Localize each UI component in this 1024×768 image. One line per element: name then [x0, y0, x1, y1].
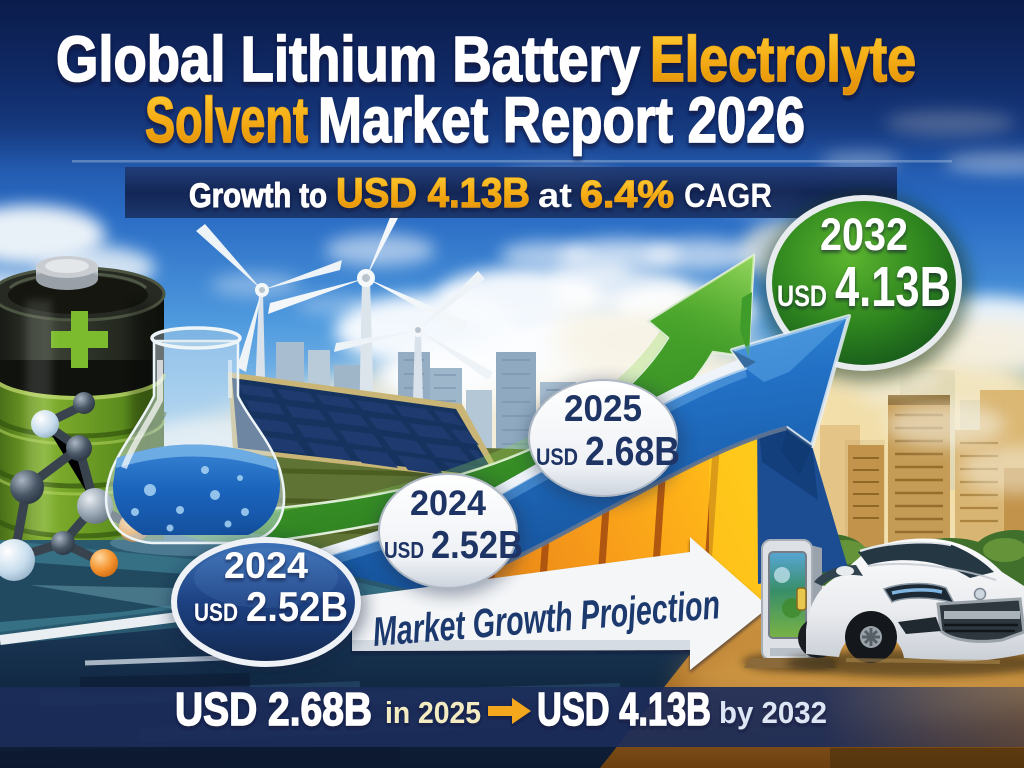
svg-text:in 2025: in 2025 [385, 695, 481, 730]
svg-text:USD 2.68B: USD 2.68B [175, 683, 372, 735]
svg-text:2024: 2024 [410, 484, 487, 523]
svg-text:USD: USD [384, 537, 424, 563]
svg-text:USD: USD [777, 280, 827, 313]
svg-text:CAGR: CAGR [684, 177, 772, 215]
svg-text:at: at [538, 177, 572, 215]
svg-text:Market Report 2026: Market Report 2026 [318, 84, 805, 156]
svg-text:USD 4.13B: USD 4.13B [537, 683, 711, 735]
svg-text:2032: 2032 [820, 209, 908, 260]
svg-text:2025: 2025 [564, 388, 642, 429]
svg-text:Electrolyte: Electrolyte [650, 23, 916, 95]
svg-text:6.4%: 6.4% [580, 174, 674, 216]
svg-text:by 2032: by 2032 [719, 695, 827, 730]
svg-text:2024: 2024 [224, 545, 308, 586]
svg-text:Solvent: Solvent [145, 84, 308, 156]
svg-text:USD: USD [194, 599, 238, 627]
svg-text:USD: USD [536, 444, 578, 471]
svg-text:2.68B: 2.68B [585, 428, 680, 474]
svg-text:4.13B: 4.13B [835, 255, 951, 319]
svg-text:2.52B: 2.52B [246, 583, 348, 630]
svg-text:USD 4.13B: USD 4.13B [336, 169, 530, 216]
svg-text:Global Lithium Battery: Global Lithium Battery [56, 23, 640, 95]
svg-text:Growth to: Growth to [189, 177, 327, 215]
svg-text:2.52B: 2.52B [431, 524, 523, 567]
